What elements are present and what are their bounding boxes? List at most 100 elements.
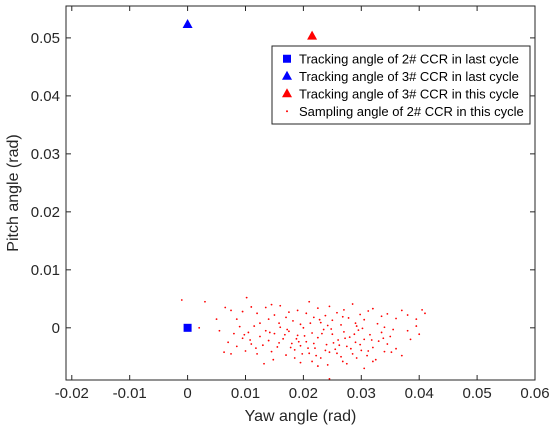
legend-marker [283, 54, 291, 63]
legend-box [271, 45, 531, 125]
data-point-s4-149 [332, 341, 335, 344]
data-point-s4-144 [255, 347, 257, 350]
data-point-s4-142 [268, 331, 271, 334]
legend-entry-3: Tracking angle of 3# CCR in this cycle [282, 86, 519, 101]
y-tick-label: 0.05 [31, 30, 60, 47]
data-point-s4-20 [285, 316, 287, 319]
data-point-s4-11 [250, 306, 253, 308]
data-point-s4-19 [279, 304, 282, 307]
data-point-s4-110 [380, 331, 383, 334]
data-point-s4-136 [309, 322, 312, 325]
data-point-s4-48 [406, 314, 409, 316]
data-point-s4-67 [256, 353, 258, 355]
data-point-s4-155 [336, 352, 338, 355]
x-tick-label: -0.01 [113, 385, 147, 402]
data-point-s2-1 [182, 19, 193, 29]
data-point-s4-100 [351, 353, 354, 355]
data-point-s4-147 [307, 347, 309, 350]
data-point-s4-30 [324, 314, 327, 317]
data-point-s4-86 [311, 332, 313, 334]
data-point-s4-75 [279, 326, 282, 329]
data-point-s4-31 [328, 305, 331, 308]
data-point-s4-105 [366, 354, 368, 357]
plot-area-frame [65, 5, 536, 381]
data-point-s4-106 [369, 333, 371, 336]
data-point-s4-93 [331, 333, 334, 336]
data-point-s4-158 [367, 350, 370, 352]
data-point-s4-84 [305, 340, 308, 343]
data-point-s4-135 [370, 339, 373, 341]
legend-label: Tracking angle of 2# CCR in last cycle [299, 51, 519, 66]
data-point-s4-122 [345, 362, 348, 365]
data-point-s4-17 [273, 314, 276, 316]
data-point-s4-146 [301, 353, 304, 355]
data-point-s4-38 [354, 322, 357, 325]
data-point-s4-145 [243, 333, 246, 336]
data-point-s4-45 [386, 312, 389, 315]
data-point-s4-90 [322, 328, 325, 331]
data-point-s4-126 [286, 328, 289, 331]
data-point-s4-125 [272, 358, 275, 361]
data-point-s4-12 [256, 312, 258, 315]
data-point-s4-36 [347, 317, 350, 319]
data-point-s4-161 [341, 360, 344, 363]
data-layer [180, 19, 426, 380]
data-point-s4-109 [377, 340, 380, 343]
legend-marker [282, 70, 292, 80]
data-point-s4-89 [319, 357, 322, 359]
legend-marker [282, 88, 292, 98]
data-point-s4-119 [363, 367, 366, 370]
data-point-s4-111 [383, 350, 386, 353]
data-point-s4-103 [360, 349, 363, 352]
data-point-s4-104 [363, 338, 366, 341]
data-point-s4-1 [180, 299, 183, 301]
data-point-s4-88 [316, 336, 319, 339]
legend-entry-1: Tracking angle of 2# CCR in last cycle [283, 51, 519, 66]
data-point-s4-16 [270, 303, 273, 306]
data-point-s4-27 [312, 316, 315, 319]
data-point-s4-132 [338, 344, 341, 347]
data-point-s4-72 [270, 350, 273, 353]
data-point-s4-15 [267, 318, 270, 321]
x-tick-label: 0.04 [405, 385, 434, 402]
data-point-s4-64 [247, 331, 250, 334]
data-point-s4-43 [376, 322, 379, 325]
data-point-s4-151 [289, 346, 292, 349]
data-point-s4-108 [374, 358, 377, 361]
data-point-s4-35 [343, 308, 345, 311]
data-point-s4-123 [371, 360, 374, 363]
data-point-s4-112 [386, 343, 389, 345]
series-1 [183, 323, 192, 332]
x-tick-label: 0 [183, 385, 191, 402]
data-point-s4-143 [249, 339, 252, 341]
x-tick-label: 0.02 [289, 385, 318, 402]
data-point-s4-102 [357, 329, 360, 332]
data-point-s4-42 [371, 307, 374, 310]
data-point-s4-46 [395, 317, 397, 320]
data-point-s4-163 [311, 360, 313, 363]
legend: Tracking angle of 2# CCR in last cycle Tr… [271, 45, 531, 125]
data-point-s4-53 [406, 329, 409, 332]
data-point-s4-94 [334, 348, 337, 351]
data-point-s4-60 [235, 345, 238, 348]
data-point-s4-156 [344, 337, 346, 340]
y-tick-label: 0.03 [31, 146, 60, 163]
data-point-s4-159 [382, 337, 385, 340]
data-point-s4-58 [230, 353, 232, 355]
legend-entry-2: Tracking angle of 3# CCR in last cycle [282, 69, 519, 84]
data-point-s4-28 [316, 307, 319, 309]
data-point-s4-98 [345, 345, 348, 348]
data-point-s4-18 [278, 322, 280, 325]
data-point-s4-154 [315, 354, 318, 357]
legend-entry-4: Sampling angle of 2# CCR in this cycle [286, 104, 524, 119]
data-point-s4-8 [235, 318, 238, 321]
data-point-s4-85 [308, 352, 311, 355]
data-point-s4-91 [325, 343, 328, 346]
x-tick-label: 0.05 [462, 385, 491, 402]
data-point-s4-129 [312, 342, 315, 345]
data-point-s4-56 [223, 351, 225, 354]
data-point-s4-78 [288, 330, 290, 333]
data-point-s4-34 [340, 324, 342, 326]
x-tick-label: -0.02 [55, 385, 89, 402]
